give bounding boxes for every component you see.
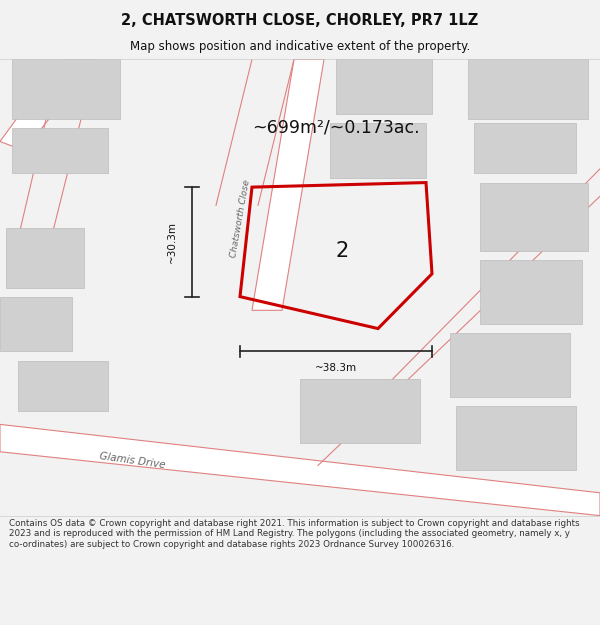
Polygon shape — [18, 361, 108, 411]
Polygon shape — [300, 379, 420, 442]
Text: ~699m²/~0.173ac.: ~699m²/~0.173ac. — [252, 119, 419, 137]
Text: Chatsworth Close: Chatsworth Close — [229, 179, 251, 259]
Polygon shape — [336, 59, 432, 114]
Polygon shape — [12, 128, 108, 173]
Polygon shape — [474, 123, 576, 173]
Text: Glamis Drive: Glamis Drive — [98, 451, 166, 471]
Polygon shape — [0, 59, 96, 151]
Text: ~30.3m: ~30.3m — [167, 221, 177, 263]
Polygon shape — [480, 182, 588, 251]
Polygon shape — [450, 333, 570, 397]
Text: 2: 2 — [335, 241, 349, 261]
Text: ~38.3m: ~38.3m — [315, 362, 357, 372]
Polygon shape — [0, 297, 72, 351]
Text: 2, CHATSWORTH CLOSE, CHORLEY, PR7 1LZ: 2, CHATSWORTH CLOSE, CHORLEY, PR7 1LZ — [121, 13, 479, 28]
Polygon shape — [456, 406, 576, 470]
Polygon shape — [480, 260, 582, 324]
Text: Contains OS data © Crown copyright and database right 2021. This information is : Contains OS data © Crown copyright and d… — [9, 519, 580, 549]
Polygon shape — [468, 59, 588, 119]
Polygon shape — [252, 59, 324, 310]
Polygon shape — [12, 59, 120, 119]
Polygon shape — [0, 424, 600, 516]
Text: Map shows position and indicative extent of the property.: Map shows position and indicative extent… — [130, 41, 470, 53]
Polygon shape — [6, 228, 84, 288]
Polygon shape — [330, 123, 426, 178]
